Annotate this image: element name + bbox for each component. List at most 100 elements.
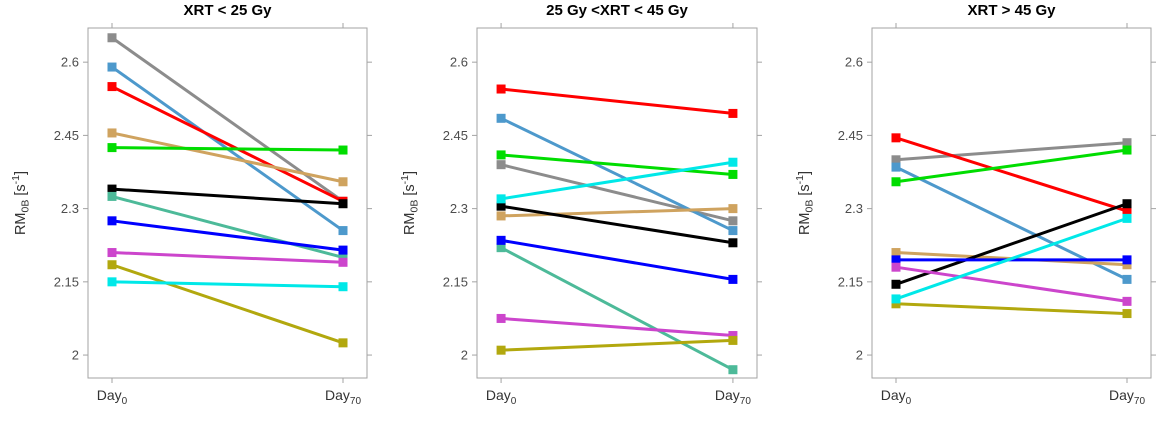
series-marker-olive-day70 (1122, 309, 1132, 319)
series-marker-tan-day70 (338, 177, 348, 187)
series-line-magenta (111, 251, 344, 264)
chart-panel-xrt-25-45gy: 25 Gy <XRT < 45 Gy 2 2.15 2.3 2.45 2.6 Day0 Da… (389, 0, 778, 421)
series-line-tan (501, 207, 733, 218)
series-marker-red-day0 (107, 82, 117, 92)
series-marker-cyan-day0 (107, 277, 117, 287)
series-marker-green-day70 (728, 169, 738, 179)
plot-frame (871, 27, 1152, 379)
series-marker-cyan-day70 (1122, 213, 1132, 223)
series-marker-tan-day0 (496, 211, 506, 221)
series-line-teal (500, 246, 734, 372)
x-tick-label: Day0 (881, 387, 912, 407)
series-line-black (895, 202, 1128, 286)
series-line-blue (500, 238, 734, 281)
y-tick-label: 2 (461, 348, 468, 363)
y-tick-label: 2.45 (54, 128, 79, 143)
series-marker-olive-day0 (107, 260, 117, 270)
series-marker-gray-day0 (496, 160, 506, 170)
series-marker-teal-day70 (728, 365, 738, 375)
series-line-olive (895, 302, 1128, 316)
y-axis-label: RM0B [s-1] (10, 171, 32, 235)
y-tick-label: 2.15 (838, 274, 863, 289)
series-line-tan (111, 131, 344, 184)
series-marker-magenta-day0 (107, 248, 117, 258)
series-marker-tan-day0 (107, 128, 117, 138)
plot-frame (476, 27, 758, 379)
series-marker-magenta-day70 (338, 257, 348, 267)
chart-panel-xrt-below-25gy: XRT < 25 Gy 2 2.15 2.3 2.45 2.6 Day0 Day70 RM0B… (0, 0, 389, 421)
series-marker-steelblue-day0 (496, 113, 506, 123)
series-marker-blue-day0 (107, 216, 117, 226)
y-tick-label: 2.6 (845, 55, 863, 70)
series-line-red (895, 136, 1128, 213)
y-tick-label: 2.45 (838, 128, 863, 143)
series-marker-teal-day70 (338, 252, 348, 262)
series-marker-olive-day0 (891, 299, 901, 309)
x-tick-label: Day70 (715, 387, 751, 407)
series-marker-green-day0 (891, 177, 901, 187)
series-marker-red-day70 (728, 108, 738, 118)
series-line-green (500, 153, 734, 176)
series-line-green (111, 146, 344, 152)
plot-frame (87, 27, 368, 379)
line-plot-xrt-above-45gy: 2 2.15 2.3 2.45 2.6 Day0 Day70 RM0B [s-1] (794, 23, 1156, 407)
series-line-black (111, 187, 344, 206)
series-marker-teal-day0 (496, 243, 506, 253)
series-marker-gray-day0 (891, 155, 901, 165)
series-marker-red-day70 (1122, 206, 1132, 216)
series-marker-black-day0 (107, 184, 117, 194)
y-tick-label: 2.45 (443, 128, 468, 143)
series-marker-blue-day70 (728, 274, 738, 284)
series-marker-green-day0 (496, 150, 506, 160)
series-marker-red-day0 (496, 84, 506, 94)
series-marker-steelblue-day70 (728, 226, 738, 236)
series-line-blue (111, 219, 344, 252)
series-marker-olive-day70 (338, 338, 348, 348)
series-marker-steelblue-day0 (891, 162, 901, 172)
series-marker-gray-day70 (1122, 138, 1132, 148)
series-line-teal (111, 194, 344, 259)
series-line-black (500, 204, 734, 245)
y-tick-label: 2.15 (443, 274, 468, 289)
chart-title: XRT < 25 Gy (183, 2, 272, 19)
series-marker-black-day70 (728, 238, 738, 248)
x-tick-label: Day0 (486, 387, 517, 407)
series-marker-tan-day70 (728, 204, 738, 214)
series-marker-black-day70 (338, 199, 348, 209)
y-axis-label: RM0B [s-1] (794, 171, 816, 235)
series-marker-magenta-day70 (728, 331, 738, 341)
series-marker-tan-day0 (891, 248, 901, 258)
series-marker-cyan-day70 (338, 282, 348, 292)
series-line-magenta (500, 316, 734, 338)
series-marker-black-day0 (891, 279, 901, 289)
y-tick-label: 2.3 (450, 201, 468, 216)
series-marker-green-day0 (107, 143, 117, 153)
series-marker-cyan-day70 (728, 157, 738, 167)
series-line-olive (501, 338, 733, 352)
series-line-gray (111, 36, 344, 203)
y-tick-label: 2.6 (61, 55, 79, 70)
y-tick-label: 2.15 (54, 274, 79, 289)
series-marker-steelblue-day70 (1122, 274, 1132, 284)
x-tick-label: Day0 (97, 387, 128, 407)
series-marker-blue-day0 (891, 255, 901, 265)
series-line-red (111, 85, 344, 203)
series-marker-cyan-day0 (891, 294, 901, 304)
series-line-gray (895, 141, 1128, 162)
series-marker-gray-day0 (107, 33, 117, 43)
series-marker-teal-day0 (107, 191, 117, 201)
series-line-green (895, 148, 1128, 184)
chart-title: XRT > 45 Gy (967, 2, 1056, 19)
y-axis-label: RM0B [s-1] (399, 171, 421, 235)
series-line-cyan (500, 160, 734, 201)
series-line-red (500, 87, 734, 115)
y-tick-label: 2.6 (450, 55, 468, 70)
series-marker-green-day70 (338, 145, 348, 155)
series-marker-blue-day70 (1122, 255, 1132, 265)
series-marker-olive-day70 (728, 335, 738, 345)
series-marker-magenta-day70 (1122, 296, 1132, 306)
x-tick-label: Day70 (325, 387, 361, 407)
line-plot-xrt-25-45gy: 2 2.15 2.3 2.45 2.6 Day0 Day70 RM0B [s-1] (399, 23, 762, 407)
series-line-magenta (895, 265, 1128, 303)
